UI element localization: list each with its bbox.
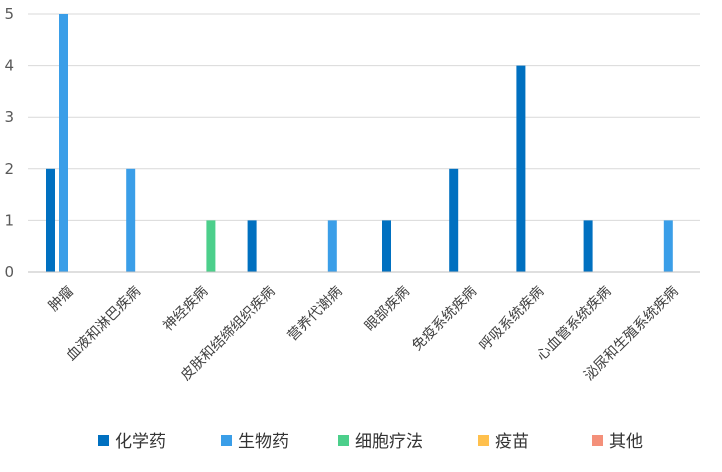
legend-label: 疫苗	[495, 432, 529, 452]
y-tick-label: 4	[4, 57, 14, 75]
category-label: 营养代谢病	[285, 284, 346, 345]
bar	[449, 168, 459, 272]
legend-label: 细胞疗法	[355, 432, 423, 452]
bar	[59, 14, 68, 272]
legend-swatch	[338, 435, 349, 446]
y-axis-ticks: 0 1 2 3 4 5	[4, 5, 14, 281]
category-label: 眼部疾病	[362, 284, 413, 335]
bar	[583, 220, 593, 272]
legend-swatch	[221, 435, 232, 446]
legend-swatch	[98, 435, 109, 446]
legend: 化学药 生物药 细胞疗法 疫苗 其他	[98, 432, 643, 452]
y-tick-label: 1	[4, 211, 14, 229]
bar	[206, 220, 216, 272]
y-tick-label: 3	[4, 108, 14, 126]
legend-swatch	[592, 435, 603, 446]
y-tick-label: 2	[4, 160, 14, 178]
y-tick-label: 0	[4, 263, 14, 281]
bar	[126, 168, 136, 272]
bar	[516, 65, 526, 272]
category-label: 呼吸系统疾病	[477, 284, 548, 355]
bar	[327, 220, 337, 272]
legend-swatch	[478, 435, 489, 446]
category-label: 肿瘤	[45, 283, 77, 315]
legend-label: 其他	[609, 432, 643, 452]
category-label: 神经疾病	[160, 284, 211, 335]
bars	[46, 14, 673, 272]
category-label: 免疫系统疾病	[409, 284, 480, 355]
bar	[382, 220, 391, 272]
legend-label: 化学药	[115, 432, 166, 452]
bar	[663, 220, 673, 272]
bar	[46, 168, 55, 272]
y-tick-label: 5	[4, 5, 14, 23]
legend-label: 生物药	[238, 432, 289, 452]
bar	[247, 220, 257, 272]
